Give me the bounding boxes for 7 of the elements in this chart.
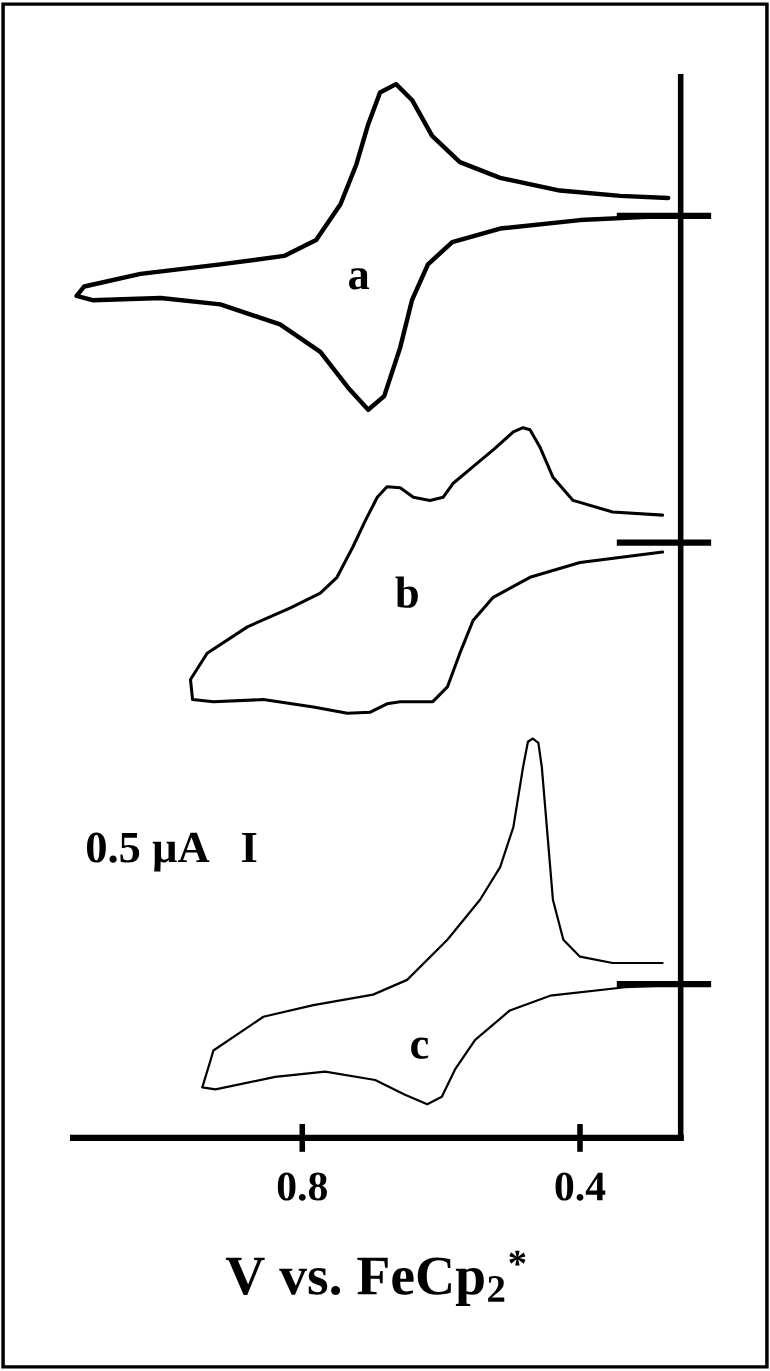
annotation: a [349, 268, 370, 290]
annotation: 0.5 µA I [87, 832, 257, 872]
annotation: b [395, 576, 418, 608]
x-tick-label: 0.4 [555, 1172, 606, 1201]
x-axis-title: V vs. FeCp$_{2}$$^{*}$ [225, 1250, 526, 1307]
annotation: c [411, 1037, 429, 1059]
x-tick-label: 0.8 [277, 1172, 327, 1201]
